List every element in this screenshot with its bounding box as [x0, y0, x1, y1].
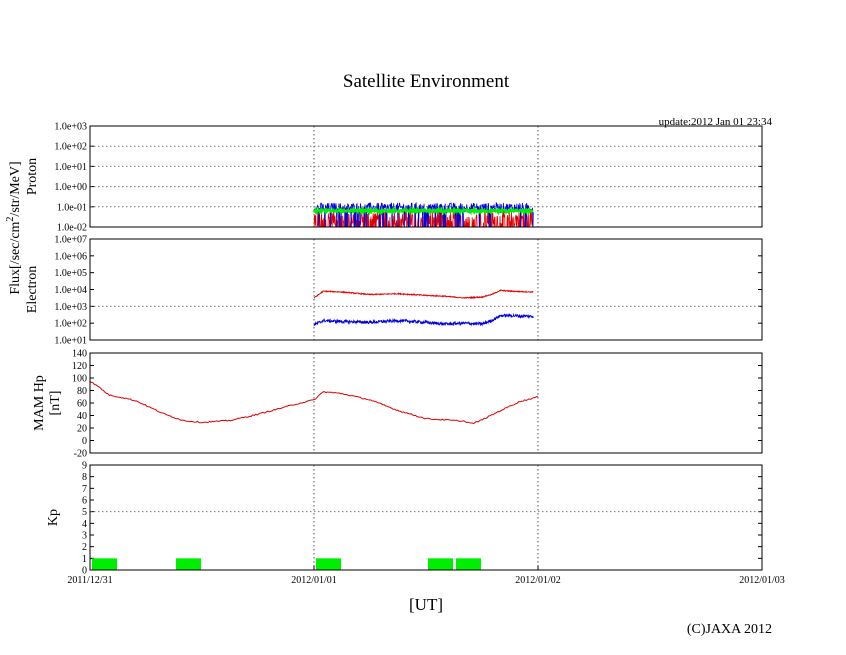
- flux-axis-label: Flux[/sec/cm2/str/MeV]: [5, 161, 23, 294]
- y-tick-label: 1.0e+05: [54, 268, 87, 279]
- y-tick-label: 80: [77, 386, 87, 397]
- series-channel-blue: [313, 201, 534, 227]
- panel-frame: [89, 238, 763, 341]
- panels: 1.0e+03 1.0e+02 1.0e+01 1.0e+00 1.0e-01 1.0e-…: [25, 122, 763, 577]
- y-tick-label: 1.0e+06: [54, 251, 87, 262]
- x-axis: 2011/12/31 2012/01/01 2012/01/02 2012/01/03: [67, 566, 785, 586]
- y-tick-label: 140: [72, 349, 87, 360]
- kp-bar: [176, 558, 201, 570]
- y-axis-label: MAM Hp: [32, 375, 47, 431]
- y-tick-label: 1.0e-02: [57, 223, 87, 234]
- y-tick-label: 7: [82, 484, 87, 495]
- y-tick-label: 1.0e-01: [57, 202, 87, 213]
- y-tick-label: 1.0e+04: [54, 285, 87, 296]
- kp-bar: [456, 558, 481, 570]
- panel-frame: [89, 464, 763, 571]
- y-axis-label: Electron: [25, 266, 40, 313]
- y-tick-label: 1.0e+03: [54, 122, 87, 133]
- y-tick-label: 100: [72, 374, 87, 385]
- panel-proton: 1.0e+03 1.0e+02 1.0e+01 1.0e+00 1.0e-01 1.0e-…: [25, 122, 763, 234]
- y-tick-label: 5: [82, 507, 87, 518]
- series-electron-high: [313, 289, 534, 300]
- panel-frame: [89, 125, 763, 228]
- series-hp: [90, 380, 539, 425]
- y-tick-label: 2: [82, 542, 87, 553]
- y-axis-label: Kp: [46, 509, 61, 526]
- y-tick-label: 1.0e+01: [54, 336, 87, 347]
- y-axis-label-unit: [nT]: [48, 391, 63, 416]
- y-tick-label: 120: [72, 361, 87, 372]
- y-tick-label: 0: [82, 566, 87, 577]
- y-tick-label: 3: [82, 531, 87, 542]
- series-channel-green: [313, 205, 534, 216]
- y-tick-label: 0: [82, 436, 87, 447]
- chart-title: Satellite Environment: [343, 71, 510, 92]
- kp-bar: [92, 558, 117, 570]
- kp-bar: [316, 558, 341, 570]
- y-tick-label: 1.0e+01: [54, 162, 87, 173]
- y-tick-label: 1.0e+02: [54, 142, 87, 153]
- panel-electron: 1.0e+07 1.0e+06 1.0e+05 1.0e+04 1.0e+03 1.0e+…: [25, 235, 763, 347]
- y-tick-label: 20: [77, 424, 87, 435]
- y-tick-label: 1: [82, 554, 87, 565]
- y-axis-label: Proton: [25, 158, 40, 195]
- y-tick-label: 9: [82, 461, 87, 472]
- y-tick-label: 1.0e+00: [54, 182, 87, 193]
- x-tick-label: 2012/01/03: [739, 575, 785, 586]
- x-tick-label: 2012/01/02: [515, 575, 561, 586]
- x-tick-label: 2012/01/01: [291, 575, 337, 586]
- kp-bar: [428, 558, 453, 570]
- series-electron-low: [313, 313, 534, 327]
- y-tick-label: 6: [82, 496, 87, 507]
- update-text: update:2012 Jan 01 23:34: [659, 116, 773, 128]
- panel-frame: [89, 352, 763, 454]
- y-tick-label: 4: [82, 519, 87, 530]
- y-tick-label: -20: [74, 449, 87, 460]
- y-tick-label: 1.0e+03: [54, 302, 87, 313]
- x-tick-label: 2011/12/31: [67, 575, 112, 586]
- y-tick-label: 1.0e+02: [54, 319, 87, 330]
- y-tick-label: 1.0e+07: [54, 235, 87, 246]
- y-tick-label: 8: [82, 472, 87, 483]
- x-axis-label: [UT]: [409, 595, 443, 614]
- y-tick-label: 40: [77, 411, 87, 422]
- copyright-text: (C)JAXA 2012: [687, 622, 772, 637]
- y-tick-label: 60: [77, 399, 87, 410]
